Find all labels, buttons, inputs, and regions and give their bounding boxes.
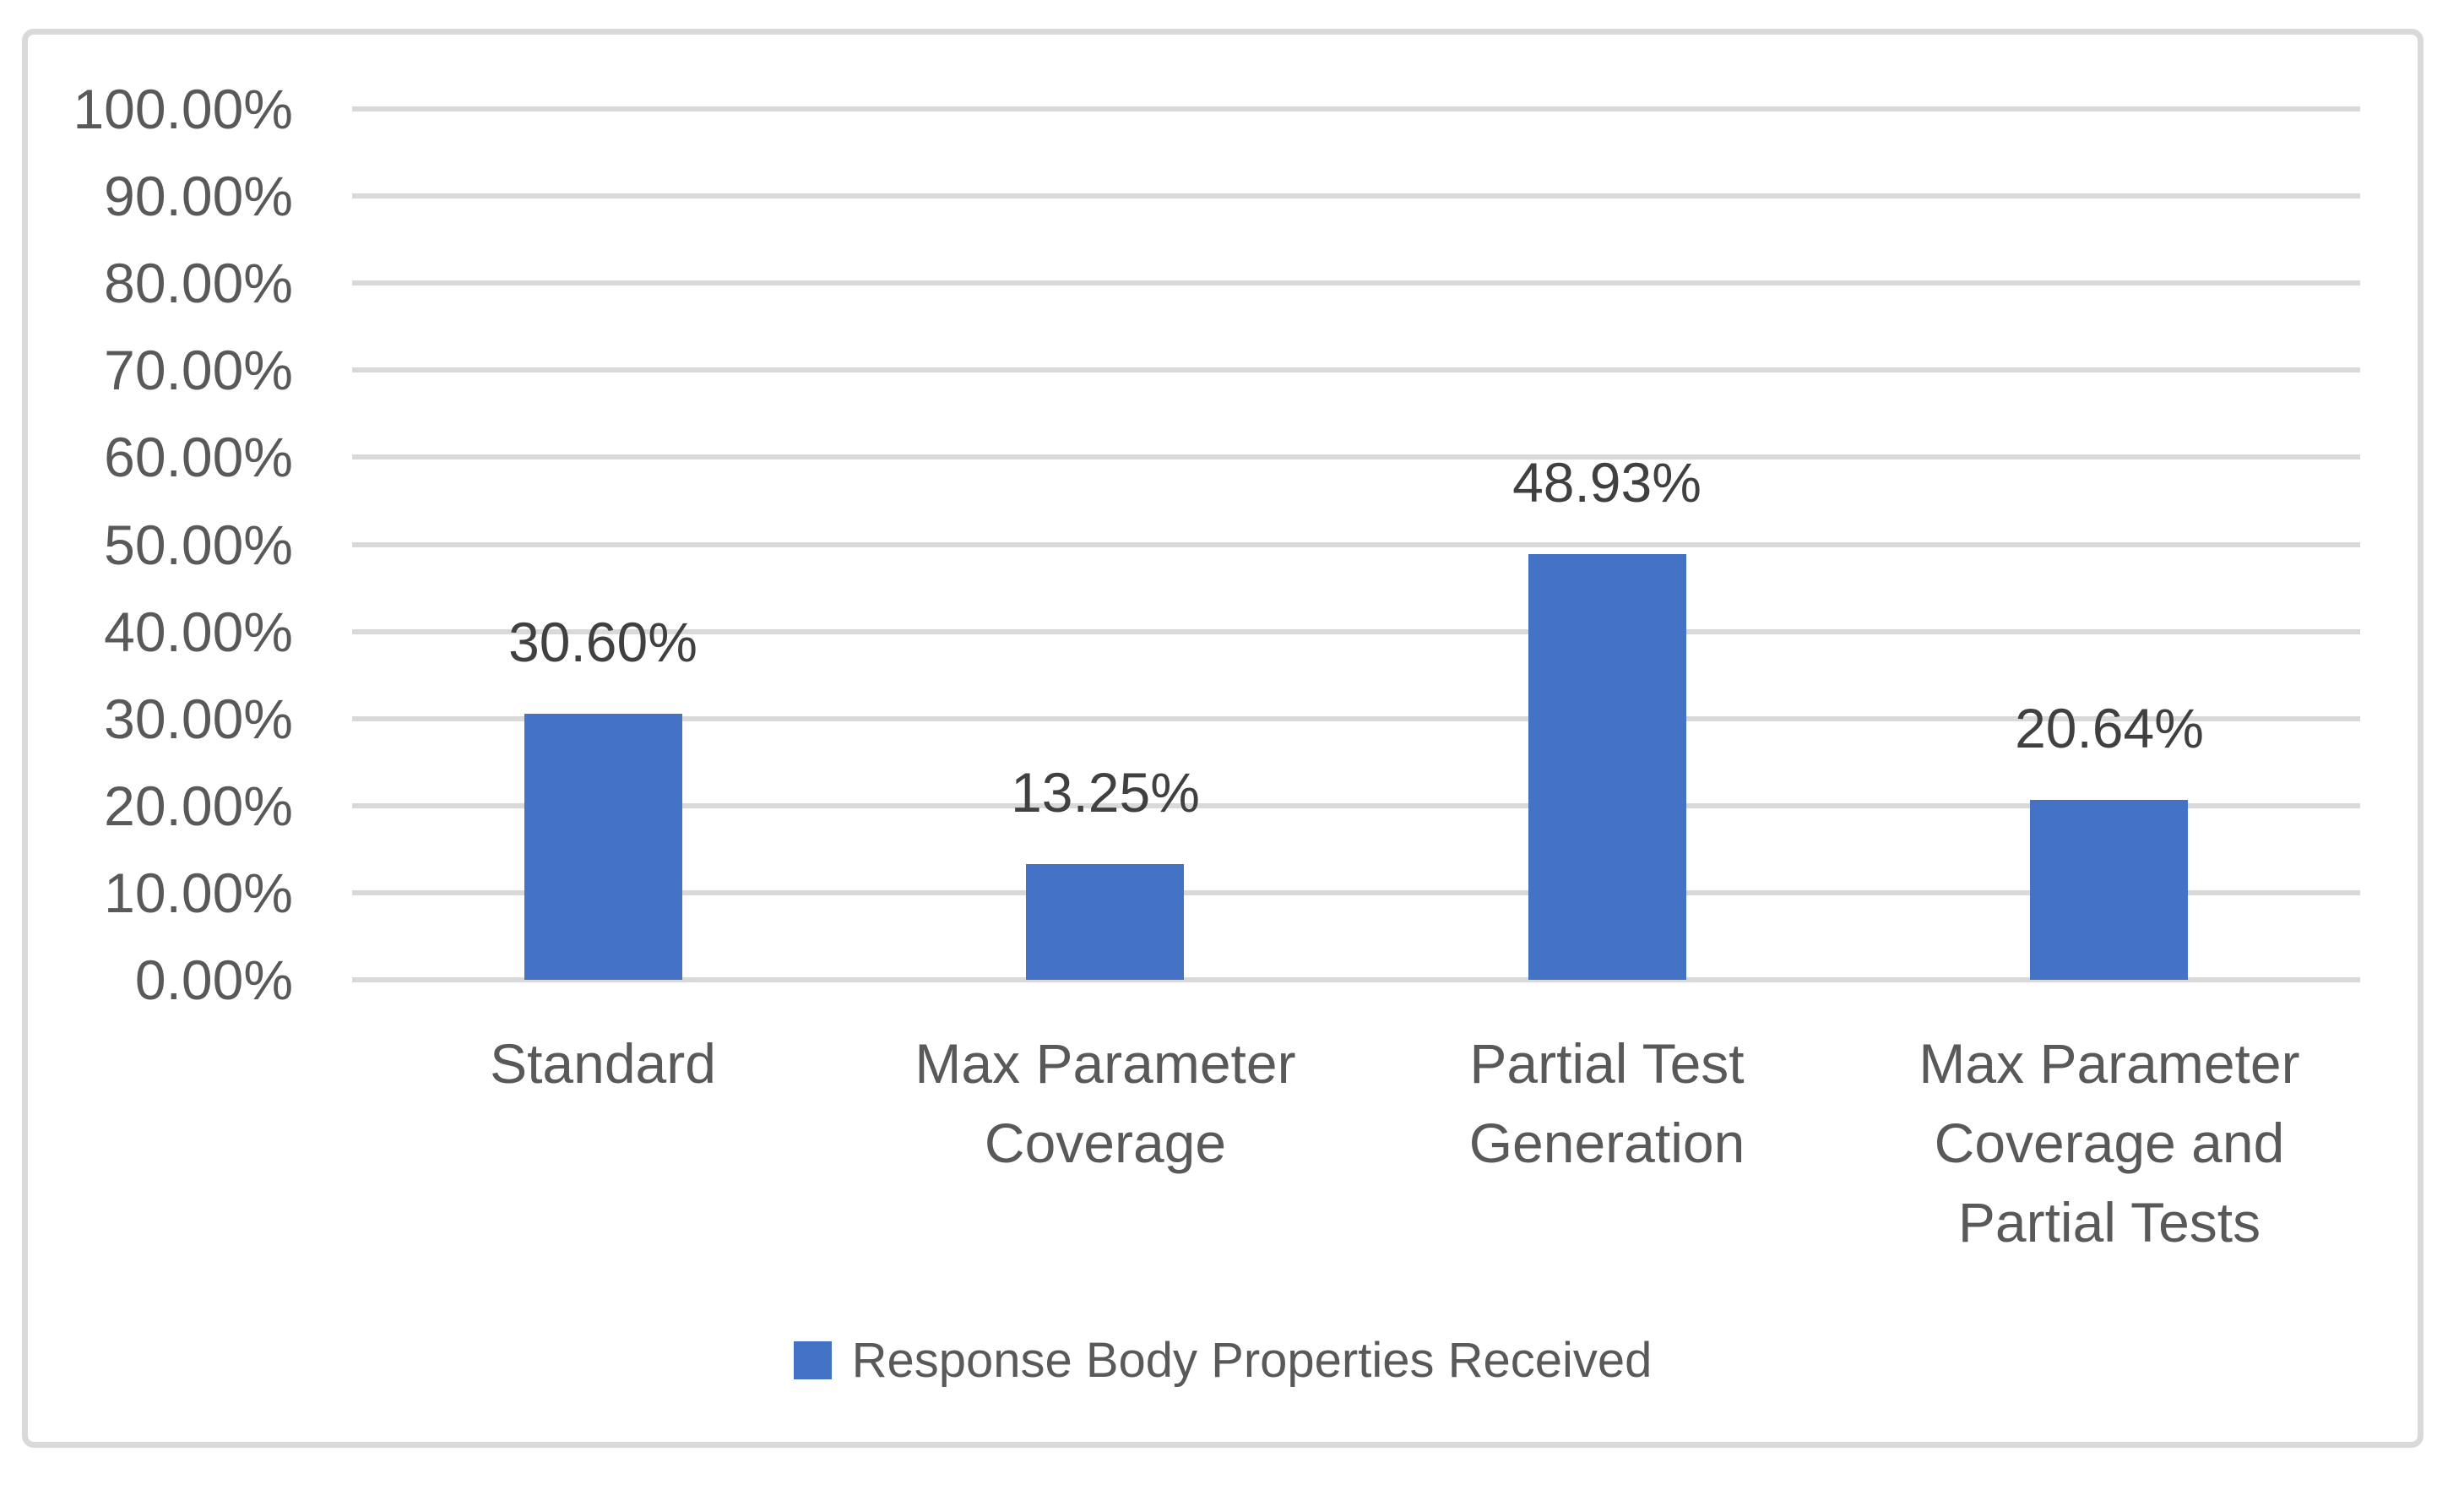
bar-value-label: 48.93%: [1512, 451, 1701, 514]
y-axis-tick-label: 10.00%: [104, 861, 293, 924]
bar-value-label: 20.64%: [2015, 697, 2204, 759]
x-axis-category-label: Standard: [490, 1032, 716, 1095]
y-axis-tick-label: 80.00%: [104, 252, 293, 315]
legend-marker-square: [793, 1340, 832, 1379]
bar: [1026, 864, 1184, 980]
y-axis-tick-label: 0.00%: [134, 949, 293, 1011]
gridline: [352, 628, 2360, 634]
legend: Response Body Properties Received: [22, 1326, 2423, 1394]
y-axis-tick-label: 20.00%: [104, 774, 293, 837]
bar: [2030, 800, 2188, 980]
y-axis-tick-label: 40.00%: [104, 600, 293, 663]
x-axis-category-label: Max Parameter Coverage: [915, 1032, 1296, 1174]
gridline: [352, 454, 2360, 460]
y-axis-tick-label: 60.00%: [104, 426, 293, 489]
y-axis-tick-label: 100.00%: [73, 78, 293, 140]
gridline: [352, 889, 2360, 895]
bar: [524, 714, 682, 980]
gridline: [352, 977, 2360, 982]
gridline: [352, 367, 2360, 373]
gridline: [352, 193, 2360, 199]
y-axis-tick-label: 30.00%: [104, 687, 293, 750]
gridline: [352, 106, 2360, 111]
y-axis-tick-label: 70.00%: [104, 339, 293, 402]
x-axis-category-label: Max Parameter Coverage and Partial Tests: [1919, 1032, 2300, 1253]
gridline: [352, 802, 2360, 808]
bar: [1528, 554, 1686, 980]
gridline: [352, 541, 2360, 547]
y-axis-tick-label: 90.00%: [104, 165, 293, 228]
gridline: [352, 280, 2360, 286]
x-axis-category-label: Partial Test Generation: [1468, 1032, 1745, 1174]
bar-value-label: 13.25%: [1011, 761, 1200, 824]
bar-value-label: 30.60%: [508, 611, 697, 673]
chart-frame: [22, 29, 2423, 1448]
y-axis-tick-label: 50.00%: [104, 513, 293, 576]
legend-label: Response Body Properties Received: [851, 1332, 1653, 1388]
gridline: [352, 715, 2360, 721]
